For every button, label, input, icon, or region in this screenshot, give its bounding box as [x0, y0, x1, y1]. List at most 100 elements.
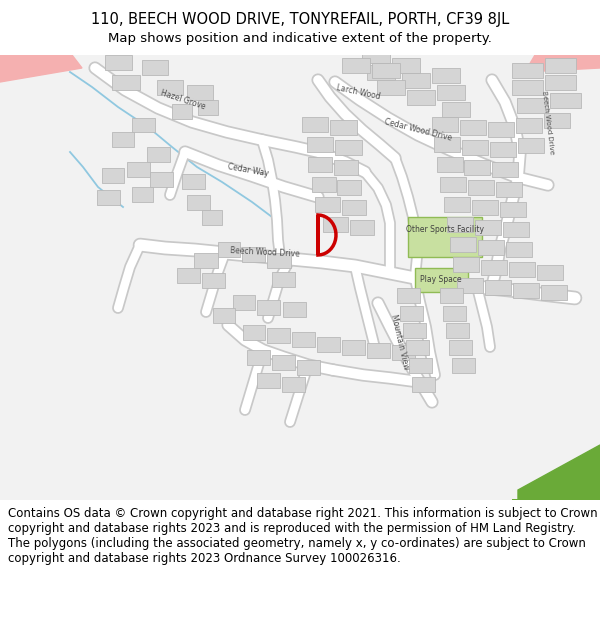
Bar	[485, 280, 511, 295]
Bar	[242, 247, 265, 262]
Bar	[392, 345, 415, 360]
Bar	[342, 340, 365, 355]
Bar	[550, 93, 581, 108]
Bar	[517, 98, 548, 113]
Bar	[412, 377, 435, 392]
Bar	[315, 197, 340, 212]
Bar	[462, 140, 488, 155]
Bar	[112, 132, 134, 147]
Bar	[127, 162, 150, 177]
Bar	[406, 340, 429, 355]
Bar	[187, 85, 213, 100]
Text: Other Sports Facility: Other Sports Facility	[406, 226, 484, 234]
Bar	[97, 190, 120, 205]
Bar	[187, 195, 210, 210]
Bar	[434, 137, 460, 152]
Bar	[442, 102, 470, 117]
Bar	[512, 63, 543, 78]
Bar	[500, 202, 526, 217]
Bar	[112, 75, 140, 90]
Bar	[496, 182, 522, 197]
Bar	[444, 197, 470, 212]
Bar	[302, 117, 328, 132]
Bar	[545, 75, 576, 90]
Bar	[297, 360, 320, 375]
Bar	[377, 80, 405, 95]
Bar	[267, 253, 291, 268]
Bar	[541, 285, 567, 300]
Bar	[490, 142, 516, 157]
Bar	[202, 210, 222, 225]
Bar	[513, 283, 539, 298]
Bar	[446, 323, 469, 338]
Bar	[440, 177, 466, 192]
Bar	[342, 58, 370, 73]
Bar	[257, 373, 280, 388]
Text: Cedar Way: Cedar Way	[227, 162, 269, 178]
Text: 110, BEECH WOOD DRIVE, TONYREFAIL, PORTH, CF39 8JL: 110, BEECH WOOD DRIVE, TONYREFAIL, PORTH…	[91, 12, 509, 27]
Bar	[342, 200, 366, 215]
Bar	[443, 306, 466, 321]
Bar	[437, 157, 463, 172]
Bar	[367, 343, 390, 358]
Bar	[468, 180, 494, 195]
Bar	[147, 147, 170, 162]
Bar	[350, 220, 374, 235]
Text: Beech Wood Drive: Beech Wood Drive	[541, 91, 555, 155]
Bar	[218, 242, 240, 257]
Bar	[334, 160, 358, 175]
Bar	[142, 60, 168, 75]
Bar	[362, 48, 390, 63]
Bar	[272, 355, 295, 370]
Bar	[449, 340, 472, 355]
Polygon shape	[555, 458, 600, 500]
Bar	[132, 187, 153, 202]
Text: Beech Wood Drive: Beech Wood Drive	[230, 246, 300, 258]
Bar	[177, 268, 200, 283]
Bar	[481, 260, 507, 275]
Bar	[330, 120, 357, 135]
Text: Play Space: Play Space	[420, 276, 462, 284]
Bar	[132, 118, 155, 132]
Bar	[503, 222, 529, 237]
Bar	[272, 272, 295, 287]
Bar	[453, 257, 479, 272]
Bar	[397, 288, 420, 303]
Bar	[233, 295, 255, 310]
Bar	[194, 253, 218, 268]
Bar	[488, 122, 514, 137]
Bar	[472, 200, 498, 215]
Bar	[247, 350, 270, 365]
Bar	[450, 237, 476, 252]
Bar	[464, 160, 490, 175]
Bar	[407, 90, 435, 105]
Bar	[105, 55, 132, 70]
Bar	[157, 80, 183, 95]
Bar	[267, 328, 290, 343]
Text: Cedar Wood Drive: Cedar Wood Drive	[383, 118, 452, 142]
Bar	[312, 177, 336, 192]
Bar	[512, 80, 543, 95]
Bar	[308, 157, 332, 172]
Bar	[202, 273, 225, 288]
Bar	[492, 162, 518, 177]
Bar	[102, 168, 124, 183]
Bar	[447, 217, 473, 232]
Bar	[545, 58, 576, 73]
Bar	[460, 120, 486, 135]
Bar	[337, 180, 361, 195]
Bar	[335, 140, 362, 155]
Bar	[172, 104, 192, 119]
Bar	[283, 302, 306, 317]
Bar	[198, 100, 218, 115]
Bar	[317, 337, 340, 352]
Bar	[440, 288, 463, 303]
Text: Contains OS data © Crown copyright and database right 2021. This information is : Contains OS data © Crown copyright and d…	[8, 507, 598, 565]
Bar	[282, 377, 305, 392]
Bar	[372, 63, 400, 78]
Bar	[243, 325, 265, 340]
Bar	[307, 137, 333, 152]
Bar	[432, 68, 460, 83]
Bar	[506, 242, 532, 257]
Bar	[544, 113, 570, 128]
